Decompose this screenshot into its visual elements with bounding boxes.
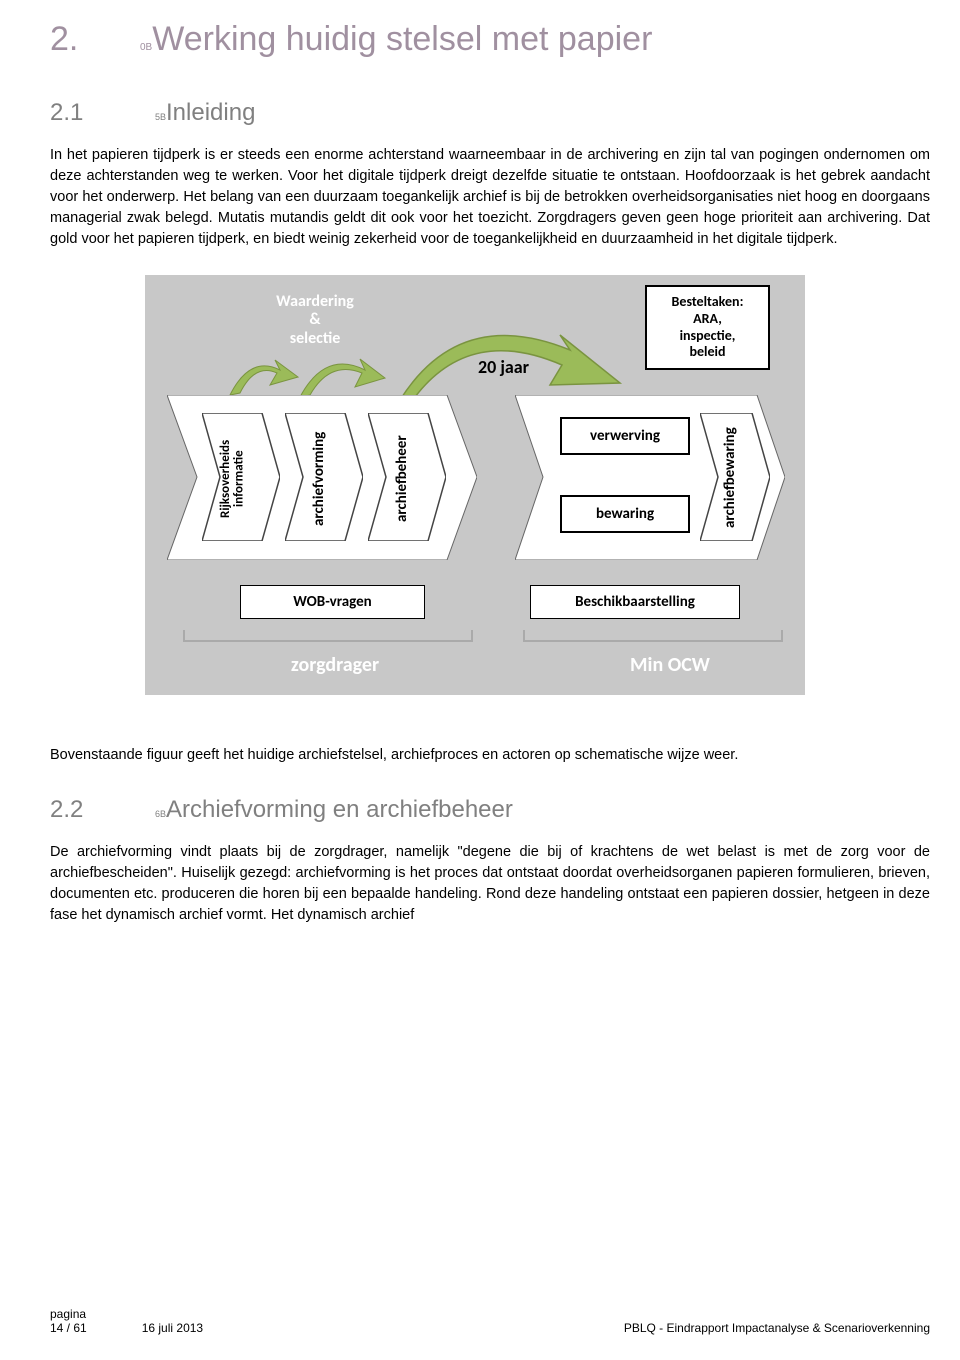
section-22-number: 2.2 — [50, 796, 83, 823]
section-21-title: Inleiding — [166, 99, 255, 126]
section-22-title: Archiefvorming en archiefbeheer — [166, 796, 513, 823]
diagram-label-zorgdrager: zorgdrager — [260, 653, 410, 677]
footer-page-number: 14 / 61 — [50, 1321, 87, 1335]
diagram-box-besteltaken: Besteltaken: ARA, inspectie, beleid — [645, 285, 770, 370]
diagram-left-chevron-group: Rijksoverheids informatie archiefvorming… — [167, 395, 477, 560]
diagram-box-wob: WOB-vragen — [240, 585, 425, 619]
diagram-label-archiefbewaring: archiefbewaring — [721, 420, 739, 535]
footer-pagina-label: pagina — [50, 1307, 203, 1321]
section-21-subscript: 5B — [155, 112, 166, 122]
diagram-label-20jaar: 20 jaar — [478, 356, 530, 378]
page-footer: pagina 14 / 61 16 juli 2013 PBLQ - Eindr… — [50, 1307, 930, 1335]
diagram-label-rijksoverheids: Rijksoverheids informatie — [219, 429, 246, 529]
chapter-number: 2. — [50, 20, 78, 58]
paragraph-archiefvorming: De archiefvorming vindt plaats bij de zo… — [50, 842, 930, 926]
chapter-subscript: 0B — [140, 42, 152, 53]
diagram-box-bewaring: bewaring — [560, 495, 690, 533]
paragraph-inleiding: In het papieren tijdperk is er steeds ee… — [50, 145, 930, 250]
diagram-box-beschikbaar: Beschikbaarstelling — [530, 585, 740, 619]
footer-left: pagina 14 / 61 16 juli 2013 — [50, 1307, 203, 1335]
diagram-box-verwerving: verwerving — [560, 417, 690, 455]
diagram-label-archiefvorming: archiefvorming — [310, 425, 328, 533]
section-22-subscript: 6B — [155, 809, 166, 819]
section-22-heading: 2.2 6BArchiefvorming en archiefbeheer — [50, 796, 930, 824]
section-21-heading: 2.1 5BInleiding — [50, 99, 930, 127]
diagram-caption: Bovenstaande figuur geeft het huidige ar… — [50, 745, 930, 766]
archive-flowchart: Waardering & selectie Besteltaken: ARA, … — [145, 275, 805, 695]
diagram-label-archiefbeheer: archiefbeheer — [393, 425, 411, 533]
diagram-label-minocw: Min OCW — [595, 653, 745, 677]
chapter-title: Werking huidig stelsel met papier — [152, 20, 652, 58]
diagram-bracket-left — [183, 630, 473, 642]
diagram-right-chevron-group: verwerving bewaring archiefbewaring — [515, 395, 785, 560]
section-21-number: 2.1 — [50, 99, 83, 126]
footer-date: 16 juli 2013 — [142, 1321, 203, 1335]
footer-document-title: PBLQ - Eindrapport Impactanalyse & Scena… — [624, 1321, 930, 1335]
chapter-heading: 2. 0BWerking huidig stelsel met papier — [50, 20, 930, 59]
diagram-container: Waardering & selectie Besteltaken: ARA, … — [145, 275, 930, 695]
diagram-bracket-right — [523, 630, 783, 642]
